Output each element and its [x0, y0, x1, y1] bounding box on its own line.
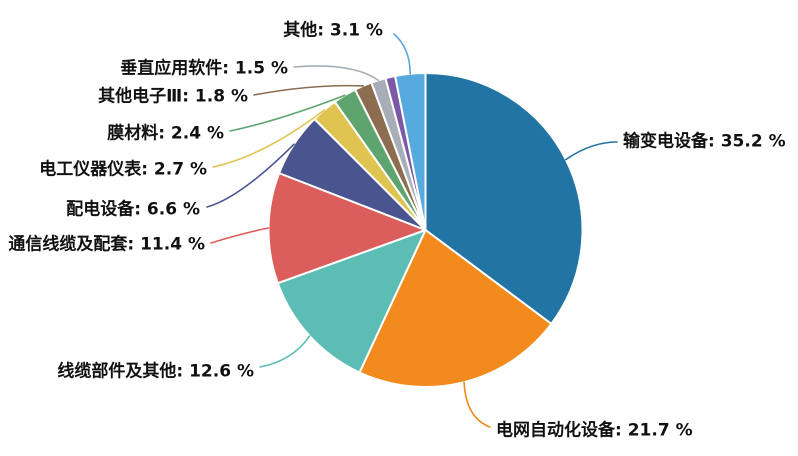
- leader-line-6: [229, 94, 346, 132]
- leader-line-3: [210, 227, 270, 244]
- leader-line-10: [393, 33, 412, 75]
- leader-line-2: [259, 335, 311, 368]
- leader-line-8: [293, 65, 380, 82]
- leader-line-0: [565, 141, 618, 161]
- leader-line-5: [212, 109, 326, 168]
- leader-line-1: [463, 381, 491, 428]
- leader-line-7: [253, 84, 364, 96]
- leader-line-4: [206, 143, 295, 208]
